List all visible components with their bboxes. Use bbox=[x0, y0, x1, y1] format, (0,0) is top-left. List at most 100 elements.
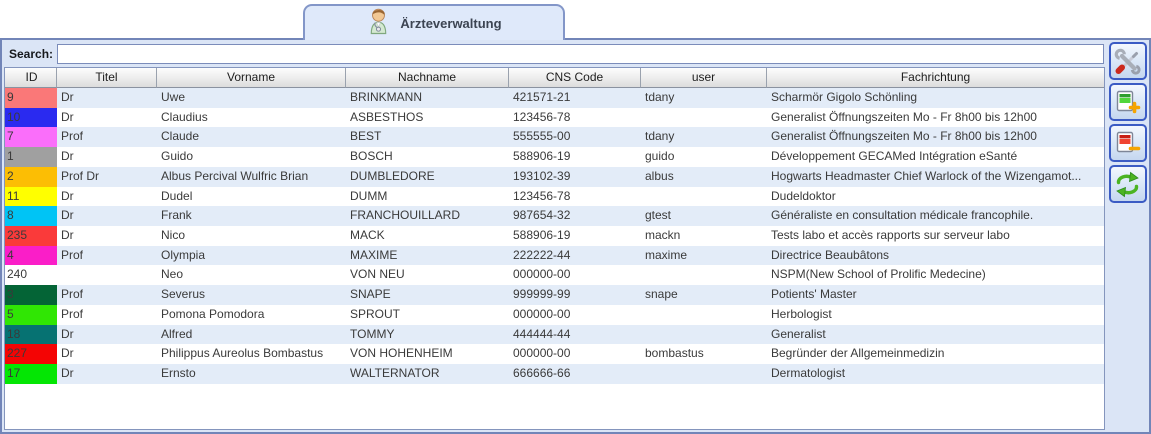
cell-id[interactable]: 4 bbox=[5, 245, 57, 266]
cell-titel[interactable]: Prof bbox=[61, 287, 84, 302]
cell-titel[interactable]: Dr bbox=[61, 149, 74, 164]
cell-vorname[interactable]: Neo bbox=[161, 267, 184, 282]
cell-id[interactable]: 11 bbox=[5, 186, 57, 207]
cell-fachrichtung[interactable]: Dudeldoktor bbox=[771, 188, 836, 203]
table-row[interactable]: 235 Dr Nico MACK 588906-19 mackn Tests l… bbox=[5, 226, 1104, 246]
cell-id[interactable]: 7 bbox=[5, 127, 57, 148]
table-row[interactable]: 2 Prof Dr Albus Percival Wulfric Brian D… bbox=[5, 166, 1104, 187]
cell-id[interactable]: 227 bbox=[5, 344, 57, 365]
cell-titel[interactable]: Dr bbox=[61, 188, 74, 203]
cell-cns-code[interactable]: 000000-00 bbox=[513, 346, 571, 361]
cell-nachname[interactable]: DUMM bbox=[350, 188, 388, 203]
cell-id[interactable]: 2 bbox=[5, 166, 57, 187]
cell-nachname[interactable]: VON HOHENHEIM bbox=[350, 346, 453, 361]
cell-id[interactable]: 18 bbox=[5, 324, 57, 345]
cell-nachname[interactable]: SNAPE bbox=[350, 287, 391, 302]
column-header-titel[interactable]: Titel bbox=[57, 68, 157, 88]
cell-vorname[interactable]: Dudel bbox=[161, 188, 193, 203]
cell-vorname[interactable]: Claude bbox=[161, 129, 200, 144]
cell-user[interactable] bbox=[641, 108, 767, 128]
table-row[interactable]: 3 Prof Severus SNAPE 999999-99 snape Pot… bbox=[5, 285, 1104, 305]
column-header-user[interactable]: user bbox=[641, 68, 767, 88]
cell-titel[interactable]: Prof Dr bbox=[61, 168, 100, 183]
table-row[interactable]: 4 Prof Olympia MAXIME 222222-44 maxime D… bbox=[5, 245, 1104, 266]
cell-cns-code[interactable]: 588906-19 bbox=[513, 228, 571, 243]
table-row[interactable]: 9 Dr Uwe BRINKMANN 421571-21 tdany Schar… bbox=[5, 88, 1104, 108]
cell-id[interactable]: 5 bbox=[5, 304, 57, 325]
column-header-vorname[interactable]: Vorname bbox=[157, 68, 346, 88]
table-row[interactable]: 5 Prof Pomona Pomodora SPROUT 000000-00 … bbox=[5, 304, 1104, 325]
cell-titel[interactable]: Prof bbox=[61, 129, 84, 144]
cell-fachrichtung[interactable]: Généraliste en consultation médicale fra… bbox=[771, 208, 1034, 223]
cell-id[interactable]: 1 bbox=[5, 147, 57, 167]
cell-id[interactable]: 3 bbox=[5, 285, 57, 305]
cell-fachrichtung[interactable]: Begründer der Allgemeinmedizin bbox=[771, 346, 945, 361]
column-header-nachname[interactable]: Nachname bbox=[346, 68, 509, 88]
cell-titel[interactable]: Dr bbox=[61, 90, 74, 104]
cell-vorname[interactable]: Albus Percival Wulfric Brian bbox=[161, 168, 309, 183]
cell-user[interactable] bbox=[641, 325, 767, 345]
cell-cns-code[interactable]: 222222-44 bbox=[513, 247, 571, 262]
cell-titel[interactable]: Prof bbox=[61, 306, 84, 321]
cell-user[interactable]: bombastus bbox=[645, 346, 704, 361]
cell-fachrichtung[interactable]: Potients' Master bbox=[771, 287, 857, 302]
cell-nachname[interactable]: BOSCH bbox=[350, 149, 393, 164]
cell-cns-code[interactable]: 987654-32 bbox=[513, 208, 571, 223]
cell-fachrichtung[interactable]: NSPM(New School of Prolific Medecine) bbox=[771, 267, 986, 282]
cell-user[interactable]: tdany bbox=[645, 90, 675, 104]
cell-vorname[interactable]: Olympia bbox=[161, 247, 206, 262]
cell-user[interactable]: maxime bbox=[645, 247, 688, 262]
cell-titel[interactable]: Dr bbox=[61, 346, 74, 361]
cell-id[interactable]: 17 bbox=[5, 364, 57, 384]
cell-titel[interactable]: Dr bbox=[61, 208, 74, 223]
cell-titel[interactable]: Dr bbox=[61, 326, 74, 341]
cell-vorname[interactable]: Severus bbox=[161, 287, 206, 302]
cell-titel[interactable]: Dr bbox=[61, 228, 74, 243]
cell-user[interactable]: gtest bbox=[645, 208, 672, 223]
remove-doctor-button[interactable] bbox=[1108, 124, 1147, 162]
cell-titel[interactable]: Dr bbox=[61, 366, 74, 381]
column-header-fachrichtung[interactable]: Fachrichtung bbox=[767, 68, 1104, 88]
cell-nachname[interactable]: WALTERNATOR bbox=[350, 366, 440, 381]
cell-nachname[interactable]: TOMMY bbox=[350, 326, 395, 341]
cell-vorname[interactable]: Nico bbox=[161, 228, 186, 243]
cell-user[interactable] bbox=[641, 265, 767, 285]
cell-user[interactable]: guido bbox=[645, 149, 675, 164]
cell-id[interactable]: 8 bbox=[5, 206, 57, 227]
cell-fachrichtung[interactable]: Generalist Öffnungszeiten Mo - Fr 8h00 b… bbox=[771, 129, 1037, 144]
cell-nachname[interactable]: FRANCHOUILLARD bbox=[350, 208, 461, 223]
cell-cns-code[interactable]: 123456-78 bbox=[513, 109, 571, 124]
cell-fachrichtung[interactable]: Développement GECAMed Intégration eSanté bbox=[771, 149, 1018, 164]
cell-nachname[interactable]: MACK bbox=[350, 228, 385, 243]
cell-id[interactable]: 10 bbox=[5, 107, 57, 128]
column-header-id[interactable]: ID bbox=[5, 68, 57, 88]
table-row[interactable]: 7 Prof Claude BEST 555555-00 tdany Gener… bbox=[5, 127, 1104, 148]
settings-button[interactable] bbox=[1108, 42, 1147, 80]
cell-fachrichtung[interactable]: Generalist Öffnungszeiten Mo - Fr 8h00 b… bbox=[771, 109, 1037, 124]
cell-cns-code[interactable]: 666666-66 bbox=[513, 366, 571, 381]
cell-vorname[interactable]: Alfred bbox=[161, 326, 193, 341]
cell-fachrichtung[interactable]: Hogwarts Headmaster Chief Warlock of the… bbox=[771, 168, 1082, 183]
cell-vorname[interactable]: Guido bbox=[161, 149, 194, 164]
table-row[interactable]: 10 Dr Claudius ASBESTHOS 123456-78 Gener… bbox=[5, 107, 1104, 128]
column-header-cns-code[interactable]: CNS Code bbox=[509, 68, 641, 88]
cell-user[interactable] bbox=[641, 187, 767, 207]
search-input[interactable] bbox=[57, 44, 1104, 64]
cell-user[interactable] bbox=[641, 305, 767, 325]
cell-nachname[interactable]: DUMBLEDORE bbox=[350, 168, 435, 183]
cell-titel[interactable]: Prof bbox=[61, 247, 84, 262]
cell-nachname[interactable]: BRINKMANN bbox=[350, 90, 423, 104]
cell-nachname[interactable]: VON NEU bbox=[350, 267, 405, 282]
cell-fachrichtung[interactable]: Tests labo et accès rapports sur serveur… bbox=[771, 228, 1010, 243]
cell-vorname[interactable]: Claudius bbox=[161, 109, 208, 124]
cell-id[interactable]: 235 bbox=[5, 226, 57, 246]
cell-fachrichtung[interactable]: Directrice Beaubâtons bbox=[771, 247, 890, 262]
cell-user[interactable]: mackn bbox=[645, 228, 681, 243]
table-row[interactable]: 17 Dr Ernsto WALTERNATOR 666666-66 Derma… bbox=[5, 364, 1104, 384]
cell-nachname[interactable]: ASBESTHOS bbox=[350, 109, 424, 124]
cell-vorname[interactable]: Frank bbox=[161, 208, 192, 223]
cell-nachname[interactable]: MAXIME bbox=[350, 247, 398, 262]
cell-vorname[interactable]: Philippus Aureolus Bombastus bbox=[161, 346, 324, 361]
cell-cns-code[interactable]: 000000-00 bbox=[513, 267, 571, 282]
cell-user[interactable]: snape bbox=[645, 287, 678, 302]
